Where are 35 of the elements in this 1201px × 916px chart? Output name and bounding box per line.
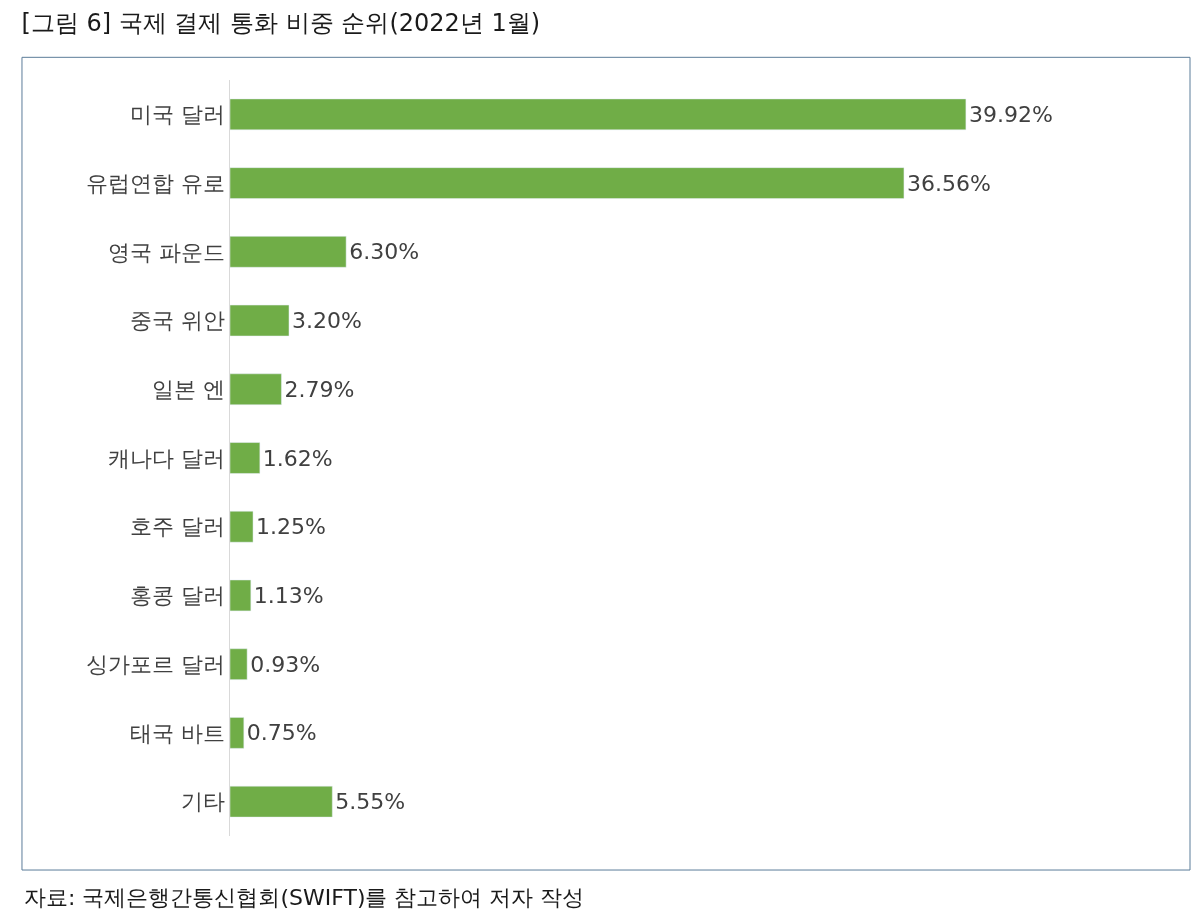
data-label: 1.62%	[262, 445, 333, 471]
y-tick-label: 기타	[180, 789, 225, 815]
y-tick-label: 중국 위안	[129, 308, 225, 334]
bar	[230, 373, 282, 405]
bar	[230, 511, 254, 543]
data-label: 6.30%	[349, 239, 420, 265]
y-tick-label: 유럽연합 유로	[85, 170, 225, 196]
data-label: 1.25%	[256, 514, 326, 540]
data-label: 39.92%	[968, 101, 1053, 127]
data-label: 2.79%	[284, 376, 355, 402]
text: 자료: 국제은행간통신협회(SWIFT)를 참고하여 저자 작성	[24, 885, 585, 910]
bar	[230, 648, 248, 680]
y-tick-label: 호주 달러	[129, 514, 225, 540]
y-tick-label: 태국 바트	[129, 720, 225, 746]
y-tick-label: 영국 파운드	[107, 239, 225, 265]
y-tick-label: 싱가포르 달러	[85, 651, 225, 677]
y-tick-label: 캐나다 달러	[107, 445, 225, 471]
data-label: 5.55%	[335, 789, 406, 815]
bar	[230, 442, 261, 474]
y-tick-label: 미국 달러	[129, 102, 225, 128]
bar	[230, 98, 967, 131]
data-label: 1.13%	[253, 582, 324, 608]
bar	[230, 785, 333, 818]
data-label: 36.56%	[906, 170, 991, 196]
bar	[230, 717, 245, 749]
chart-title: [그림 6] 국제 결제 통화 비중 순위(2022년 1월)	[21, 8, 541, 37]
bar	[230, 236, 347, 268]
bar	[230, 579, 252, 612]
data-label: 0.75%	[246, 720, 317, 746]
bar	[230, 167, 905, 199]
data-label: 0.93%	[250, 651, 321, 677]
y-tick-label: 홍콩 달러	[129, 583, 225, 609]
y-tick-label: 일본 엔	[151, 376, 225, 402]
data-label: 3.20%	[291, 308, 362, 334]
bar	[230, 304, 290, 337]
